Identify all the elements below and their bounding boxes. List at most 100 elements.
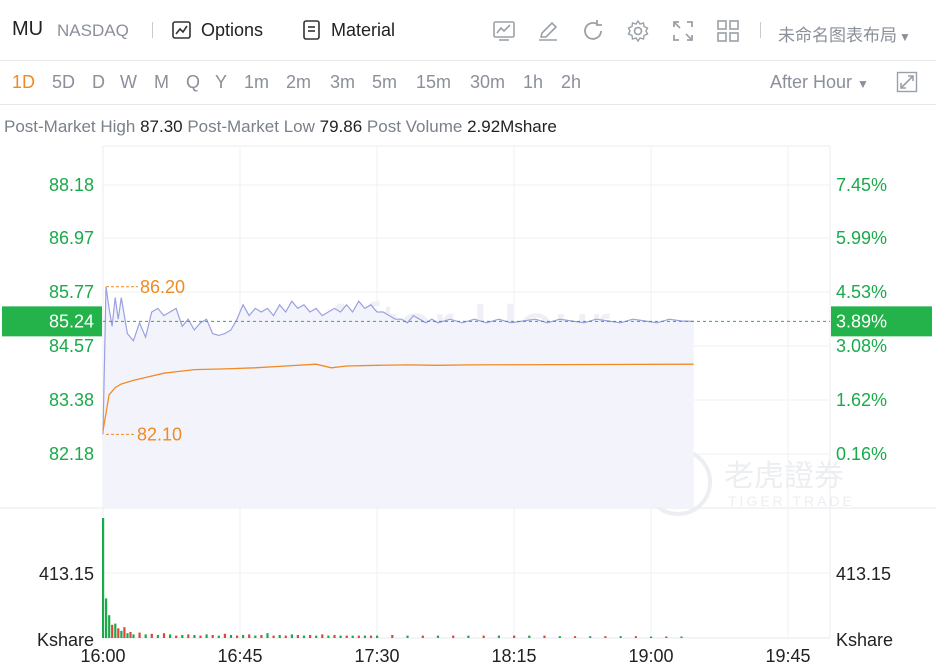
settings-gear-icon[interactable]	[625, 18, 651, 44]
volume-bar	[345, 635, 348, 638]
divider	[760, 22, 761, 38]
y-tick-percent: 3.08%	[836, 336, 887, 356]
volume-bar	[290, 634, 293, 638]
volume-bar	[333, 635, 336, 638]
volume-bar	[169, 634, 172, 638]
timeframe-m[interactable]: M	[154, 72, 169, 92]
timeframe-d[interactable]: D	[92, 72, 105, 92]
fullscreen-icon[interactable]	[670, 18, 696, 44]
volume-unit-right: Kshare	[836, 630, 893, 650]
volume-bar	[351, 635, 354, 638]
timeframe-1d[interactable]: 1D	[12, 72, 36, 92]
volume-bar	[619, 636, 622, 638]
volume-bar	[406, 635, 409, 638]
material-button[interactable]: Material	[301, 17, 395, 43]
price-area	[103, 286, 694, 507]
high-value: 87.30	[140, 117, 183, 136]
options-button[interactable]: Options	[171, 17, 263, 43]
volume-bar	[266, 633, 269, 638]
volume-bar	[150, 633, 153, 638]
y-tick-percent: 5.99%	[836, 228, 887, 248]
volume-bar	[217, 635, 220, 638]
low-marker-label: 82.10	[137, 424, 182, 444]
layout-grid-icon[interactable]	[715, 18, 741, 44]
volume-bar	[260, 635, 263, 638]
volume-bar	[650, 636, 653, 638]
volume-bar	[321, 634, 324, 638]
options-chart-icon	[172, 21, 191, 39]
volume-bar	[327, 635, 330, 638]
timeframe-5m[interactable]: 5m	[372, 72, 398, 92]
low-label: Post-Market Low	[187, 117, 315, 136]
average-line	[102, 363, 694, 431]
timeframe-15m[interactable]: 15m	[416, 72, 452, 92]
timeframe-5d[interactable]: 5D	[52, 72, 76, 92]
volume-bar	[573, 636, 577, 638]
volume-bar	[229, 635, 233, 638]
y-tick-percent: 1.62%	[836, 390, 887, 410]
volume-tick-right: 413.15	[836, 564, 891, 584]
layout-dropdown[interactable]: 未命名图表布局 ▼	[778, 21, 911, 46]
x-tick-label: 18:15	[491, 646, 536, 666]
volume-bar	[315, 635, 318, 638]
volume-bar	[126, 633, 129, 638]
brand-watermark: 老虎證券	[724, 459, 844, 494]
refresh-icon[interactable]	[580, 18, 606, 44]
session-dropdown[interactable]: After Hour ▼	[770, 72, 869, 93]
volume-tick-left: 413.15	[39, 564, 94, 584]
volume-bar	[123, 627, 126, 638]
volume-bar	[248, 634, 251, 638]
volume-bar	[528, 635, 531, 638]
volume-bar	[452, 635, 455, 638]
intraday-chart[interactable]: 16:00 16:45 17:30 18:15 19:00 19:45 88.18 7.45%…	[0, 140, 936, 672]
volume-bar	[156, 635, 159, 638]
volume-bar	[376, 635, 379, 638]
volume-bar	[421, 635, 424, 638]
volume-unit-left: Kshare	[37, 630, 94, 650]
volume-bar	[254, 635, 257, 638]
volume-bar	[111, 624, 114, 638]
y-tick-price: 82.18	[49, 444, 94, 464]
compare-chart-icon[interactable]	[491, 18, 517, 44]
volume-bar	[199, 635, 202, 638]
volume-bar	[391, 635, 394, 638]
x-tick-label: 17:30	[354, 646, 399, 666]
volume-bar	[181, 635, 184, 638]
timeframe-y[interactable]: Y	[215, 72, 228, 92]
y-tick-price: 88.18	[49, 175, 94, 195]
timeframe-q[interactable]: Q	[186, 72, 201, 92]
brand-watermark-sub: TIGER TRADE	[728, 493, 855, 509]
volume-bar	[278, 635, 281, 638]
volume-bar	[467, 635, 470, 638]
y-tick-percent: 0.16%	[836, 444, 887, 464]
document-icon	[303, 20, 320, 40]
volume-bar	[369, 635, 373, 638]
timeframe-1m[interactable]: 1m	[244, 72, 270, 92]
draw-pen-icon[interactable]	[535, 18, 561, 44]
timeframe-30m[interactable]: 30m	[470, 72, 506, 92]
x-tick-label: 16:45	[217, 646, 262, 666]
volume-bar	[482, 635, 485, 638]
volume-bar	[357, 635, 360, 638]
current-pct-value: 3.89%	[836, 311, 887, 331]
timeframe-w[interactable]: W	[120, 72, 137, 92]
y-tick-percent: 7.45%	[836, 175, 887, 195]
high-label: Post-Market High	[4, 117, 136, 136]
timeframe-2h[interactable]: 2h	[561, 72, 582, 92]
y-tick-percent: 4.53%	[836, 282, 887, 302]
volume-bar	[497, 635, 500, 638]
current-price-tag	[2, 306, 102, 337]
timeframe-2m[interactable]: 2m	[286, 72, 312, 92]
current-price-value: 85.24	[49, 311, 94, 331]
volume-bar	[223, 633, 226, 638]
ticker-symbol[interactable]: MU	[12, 18, 44, 40]
volume-bar	[138, 632, 141, 638]
volume-bar	[589, 636, 592, 638]
timeframe-1h[interactable]: 1h	[523, 72, 544, 92]
volume-bar	[543, 635, 546, 638]
volume-bar	[193, 635, 196, 638]
expand-icon[interactable]	[896, 71, 918, 93]
volume-bar	[108, 615, 111, 638]
timeframe-3m[interactable]: 3m	[330, 72, 356, 92]
timeframe-bar: After Hour ▼ 1D 5D D W M Q Y 1m 2m 3m 5m 15m 30m 1h 2h	[0, 60, 936, 105]
